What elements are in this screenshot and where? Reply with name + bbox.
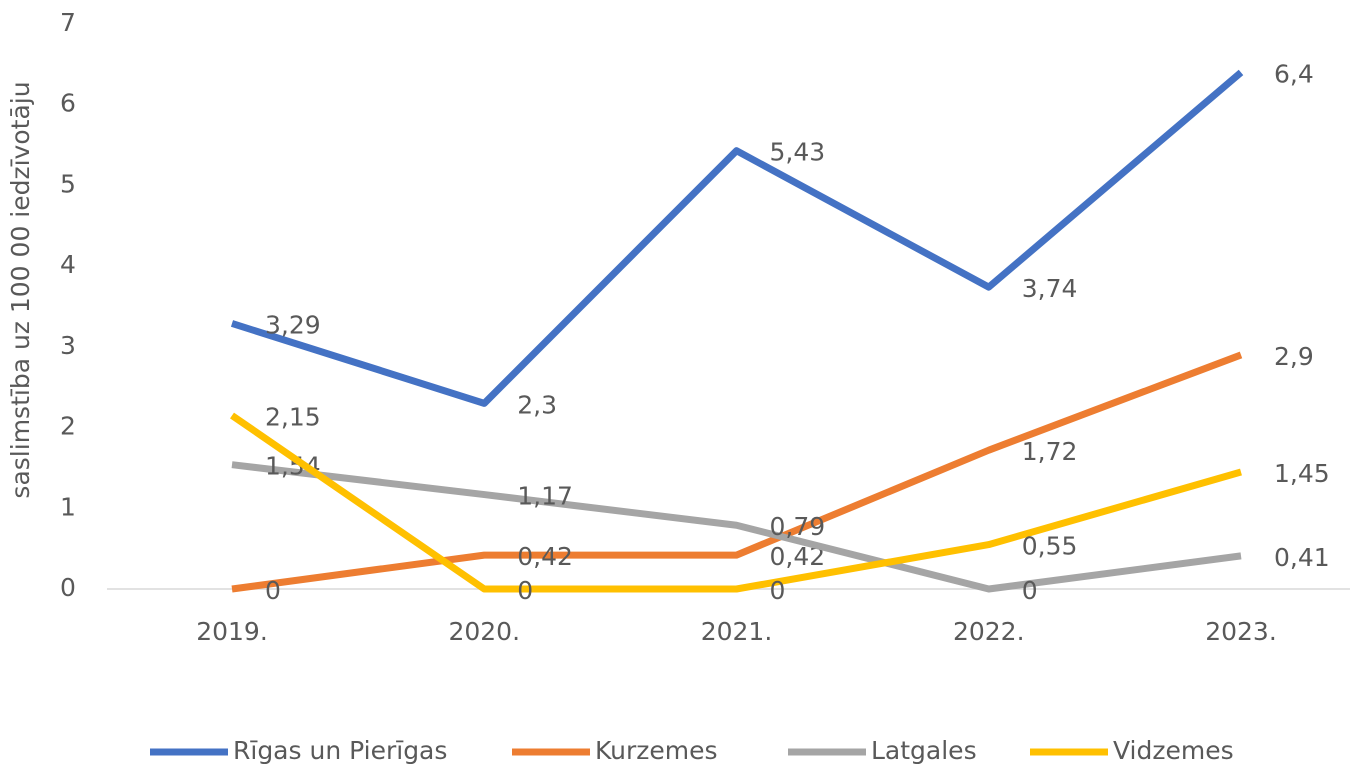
y-tick-label: 7 <box>60 8 76 37</box>
data-label: 0 <box>770 576 786 605</box>
series-line <box>230 412 1242 593</box>
legend-label: Vidzemes <box>1113 736 1234 765</box>
x-tick-label: 2019. <box>196 617 268 646</box>
y-tick-label: 3 <box>60 331 76 360</box>
data-label: 2,9 <box>1274 342 1314 371</box>
data-label: 0,79 <box>770 512 826 541</box>
y-tick-label: 6 <box>60 89 76 118</box>
x-tick-label: 2023. <box>1205 617 1277 646</box>
data-label: 3,29 <box>265 310 321 339</box>
data-label: 0,41 <box>1274 543 1330 572</box>
data-label: 2,15 <box>265 402 321 431</box>
data-label: 1,17 <box>517 482 573 511</box>
x-tick-label: 2021. <box>701 617 773 646</box>
data-label: 5,43 <box>770 138 826 167</box>
x-tick-label: 2022. <box>953 617 1025 646</box>
y-tick-label: 4 <box>60 250 76 279</box>
data-label: 1,72 <box>1022 437 1078 466</box>
y-axis-label: saslimstība uz 100 00 iedzīvotāju <box>6 81 35 498</box>
data-label: 3,74 <box>1022 274 1078 303</box>
legend-label: Rīgas un Pierīgas <box>233 736 447 765</box>
data-label: 1,45 <box>1274 459 1330 488</box>
series-line <box>230 69 1244 407</box>
y-tick-label: 1 <box>60 492 76 521</box>
data-label: 0 <box>265 576 281 605</box>
series-line <box>231 351 1243 593</box>
data-label: 0 <box>517 576 533 605</box>
data-label: 0,42 <box>517 542 573 571</box>
y-tick-label: 2 <box>60 412 76 441</box>
legend-label: Latgales <box>871 736 977 765</box>
series-line <box>231 461 1242 593</box>
y-tick-label: 0 <box>60 573 76 602</box>
data-label: 2,3 <box>517 390 557 419</box>
data-label: 0 <box>1022 576 1038 605</box>
x-tick-label: 2020. <box>448 617 520 646</box>
y-tick-label: 5 <box>60 169 76 198</box>
legend-label: Kurzemes <box>595 736 718 765</box>
data-label: 0,55 <box>1022 532 1078 561</box>
data-label: 6,4 <box>1274 59 1314 88</box>
